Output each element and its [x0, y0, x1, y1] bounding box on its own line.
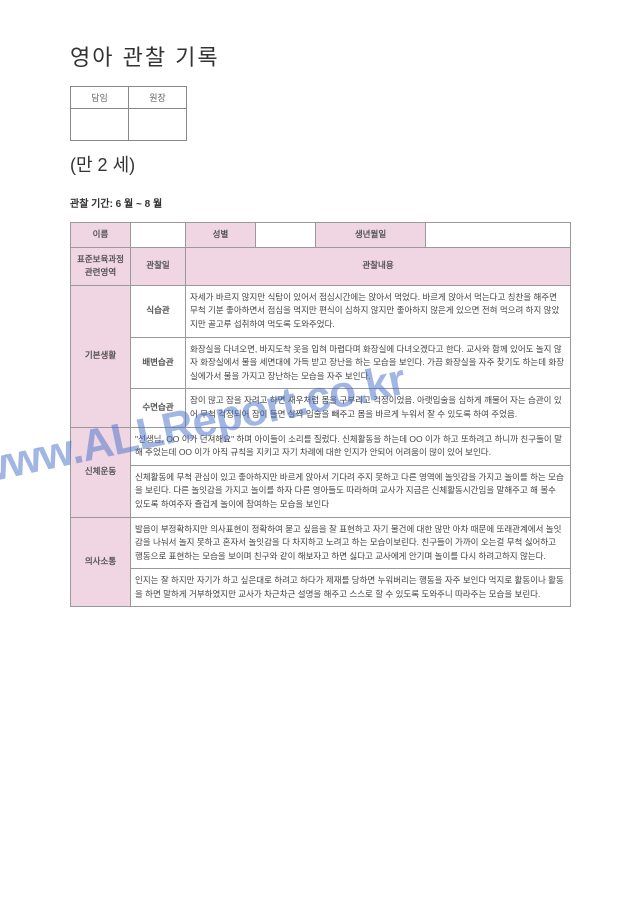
row-physical: 신체운동	[71, 427, 131, 517]
observation-table: 이름 성별 생년월일 표준보육과정 관련영역 관찰일 관찰내용 기본생활 식습관…	[70, 222, 571, 607]
sign-header-1: 담임	[71, 87, 129, 109]
row-communication: 의사소통	[71, 517, 131, 607]
doc-subtitle: (만 2 세)	[70, 151, 570, 177]
sign-header-2: 원장	[129, 87, 187, 109]
content-toilet: 화장실을 다녀오면, 바지도착 옷을 입혀 마렵다며 화장실에 다녀오겠다고 한…	[186, 337, 571, 389]
th-gender: 성별	[186, 223, 256, 248]
sub-sleep: 수면습관	[131, 389, 186, 427]
sign-cell-1	[71, 109, 129, 141]
content-eating: 자세가 바르지 않지만 식탐이 있어서 점심시간에는 앉아서 먹었다. 바르게 …	[186, 285, 571, 337]
content-physical-1: "선생님, OO 이가 던져해요" 하며 아이들이 소리를 질렀다. 신체활동을…	[131, 427, 571, 465]
content-physical-2: 신체활동에 무척 관심이 있고 좋아하지만 바르게 앉아서 기다려 주지 못하고…	[131, 465, 571, 517]
sub-eating: 식습관	[131, 285, 186, 337]
th-obsdate: 관찰일	[131, 247, 186, 285]
th-name-val	[131, 223, 186, 248]
content-sleep: 잠이 많고 잠을 자려고 하면 새우처럼 몸을 구부리고 걱정이었음. 아랫입술…	[186, 389, 571, 427]
sign-cell-2	[129, 109, 187, 141]
th-name: 이름	[71, 223, 131, 248]
content-comm-2: 인지는 잘 하지만 자기가 하고 싶은대로 하려고 하다가 제재를 당하면 누워…	[131, 569, 571, 607]
curriculum-label-1: 표준보육과정	[77, 254, 124, 264]
row-basic-life: 기본생활	[71, 285, 131, 427]
th-birth-val	[426, 223, 571, 248]
content-comm-1: 발음이 부정확하지만 의사표현이 정확하여 묻고 싶음을 잘 표현하고 자기 물…	[131, 517, 571, 569]
sub-toilet: 배변습관	[131, 337, 186, 389]
th-curriculum: 표준보육과정 관련영역	[71, 247, 131, 285]
th-obscontent: 관찰내용	[186, 247, 571, 285]
curriculum-label-2: 관련영역	[85, 267, 116, 277]
observation-period: 관찰 기간: 6 월 ~ 8 월	[70, 195, 570, 210]
doc-title: 영아 관찰 기록	[70, 40, 570, 72]
th-gender-val	[256, 223, 316, 248]
signature-table: 담임 원장	[70, 86, 187, 141]
th-birth: 생년월일	[316, 223, 426, 248]
